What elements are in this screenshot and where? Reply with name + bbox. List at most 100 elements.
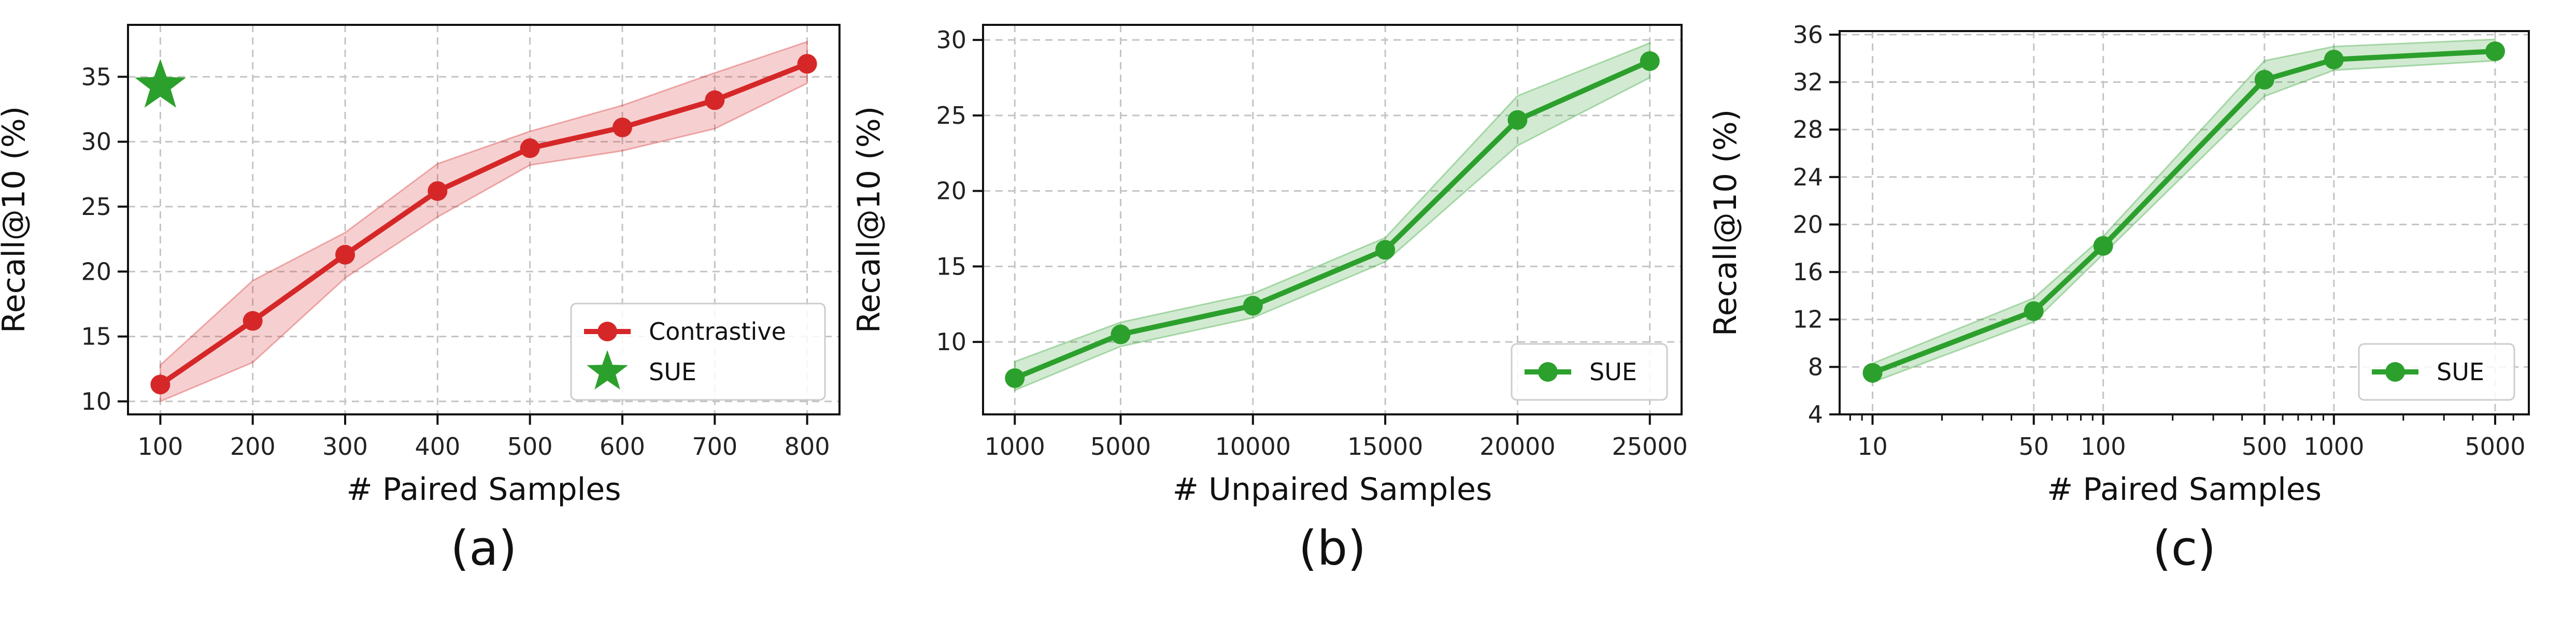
plot-frame <box>982 24 1683 415</box>
legend-label: SUE <box>649 358 696 386</box>
legend-marker-icon <box>1538 362 1558 382</box>
series-contrastive <box>150 40 817 403</box>
y-tick-label: 10 <box>81 387 111 415</box>
series-line <box>159 61 808 387</box>
y-tick-label: 20 <box>1792 210 1823 238</box>
y-tick-label: 8 <box>1808 353 1823 381</box>
legend-box <box>1511 343 1668 401</box>
x-axis-label: # Unpaired Samples <box>1173 471 1492 508</box>
data-point <box>428 181 448 201</box>
y-tick-label: 16 <box>1792 258 1823 286</box>
y-tick-label: 28 <box>1792 116 1823 143</box>
x-tick-label: 800 <box>785 433 830 460</box>
plot-frame <box>127 24 841 415</box>
y-tick-label: 12 <box>1792 306 1823 334</box>
data-point <box>2485 41 2505 61</box>
x-tick-label: 500 <box>507 433 553 460</box>
x-tick-label: 700 <box>692 433 737 460</box>
series-sue <box>135 59 186 108</box>
legend: SUE <box>2358 343 2515 401</box>
x-tick-label: 200 <box>230 433 276 460</box>
y-tick-label: 25 <box>936 102 966 129</box>
series-sue <box>1862 38 2505 384</box>
y-tick-label: 10 <box>936 328 966 356</box>
legend: SUE <box>1511 343 1668 401</box>
x-tick-label: 5000 <box>1090 433 1151 460</box>
legend-label: SUE <box>1589 358 1637 386</box>
y-tick-label: 25 <box>81 193 111 221</box>
y-tick-label: 24 <box>1792 163 1823 191</box>
data-point <box>1111 324 1131 344</box>
y-tick-label: 36 <box>1792 21 1823 49</box>
y-tick-label: 4 <box>1808 400 1823 428</box>
x-tick-label: 5000 <box>2465 433 2525 460</box>
confidence-band <box>159 40 808 403</box>
data-point <box>1375 240 1396 260</box>
legend-marker-icon <box>597 322 617 341</box>
x-tick-label: 500 <box>2242 433 2287 460</box>
data-point <box>612 118 632 138</box>
series-line <box>1871 48 2496 376</box>
x-tick-label: 20000 <box>1479 433 1555 460</box>
data-point <box>1243 296 1263 316</box>
data-point <box>1862 363 1883 383</box>
x-tick-label: 50 <box>2018 433 2049 460</box>
y-axis-label: Recall@10 (%) <box>0 106 32 333</box>
confidence-band <box>1014 41 1651 392</box>
y-tick-label: 30 <box>936 26 966 54</box>
y-axis-label: Recall@10 (%) <box>1707 109 1744 336</box>
data-point <box>797 54 817 74</box>
data-point <box>335 244 355 265</box>
data-point <box>2093 236 2113 256</box>
panel-c: 10 50 100 500 1000 5000 4 8 12 16 20 24 28 32 36 SUE # P… <box>1707 21 2530 576</box>
y-tick-label: 32 <box>1792 68 1823 96</box>
legend-box <box>2358 343 2515 401</box>
plot-frame <box>1839 30 2530 415</box>
x-tick-label: 400 <box>415 433 460 460</box>
legend-marker-icon <box>2385 362 2405 382</box>
panel-b: 1000 5000 10000 15000 20000 25000 10 15 20 25 30 SU… <box>851 24 1688 576</box>
legend-box <box>570 303 826 401</box>
x-axis-label: # Paired Samples <box>347 471 621 508</box>
y-tick-label: 20 <box>81 257 111 285</box>
y-tick-label: 15 <box>81 323 111 351</box>
data-point <box>705 90 725 110</box>
data-point <box>1507 110 1528 130</box>
data-point <box>1005 368 1025 388</box>
legend-star-icon <box>587 350 628 390</box>
x-tick-label: 1000 <box>2303 433 2364 460</box>
x-tick-label: 10000 <box>1215 433 1291 460</box>
x-tick-label: 10 <box>1857 433 1888 460</box>
series-line <box>1014 59 1651 381</box>
y-tick-label: 30 <box>81 128 111 156</box>
legend: Contrastive SUE <box>570 303 826 401</box>
data-point <box>243 311 263 331</box>
panel-caption: (a) <box>450 521 517 576</box>
x-tick-label: 300 <box>322 433 368 460</box>
y-tick-label: 35 <box>81 63 111 91</box>
x-tick-label: 100 <box>2081 433 2126 460</box>
panel-a: 100 200 300 400 500 600 700 800 10 15 20 25 30 35 Cont… <box>0 24 841 576</box>
data-point <box>1640 51 1660 71</box>
data-point <box>520 138 540 159</box>
data-point <box>2324 49 2344 69</box>
data-point <box>2254 69 2274 90</box>
y-axis-label: Recall@10 (%) <box>851 106 887 333</box>
x-tick-label: 15000 <box>1347 433 1423 460</box>
legend-label: Contrastive <box>649 318 786 346</box>
legend-label: SUE <box>2437 358 2484 386</box>
star-marker <box>135 59 186 108</box>
data-point <box>2024 301 2044 321</box>
series-sue <box>1005 41 1660 392</box>
panel-caption: (c) <box>2153 521 2216 576</box>
x-tick-label: 100 <box>138 433 183 460</box>
x-axis-label: # Paired Samples <box>2047 471 2322 508</box>
confidence-band <box>1872 38 2496 384</box>
data-point <box>150 375 170 395</box>
panel-caption: (b) <box>1299 521 1366 576</box>
x-tick-label: 1000 <box>985 433 1045 460</box>
x-tick-label: 600 <box>600 433 645 460</box>
x-tick-label: 25000 <box>1612 433 1688 460</box>
y-tick-label: 15 <box>936 252 966 280</box>
